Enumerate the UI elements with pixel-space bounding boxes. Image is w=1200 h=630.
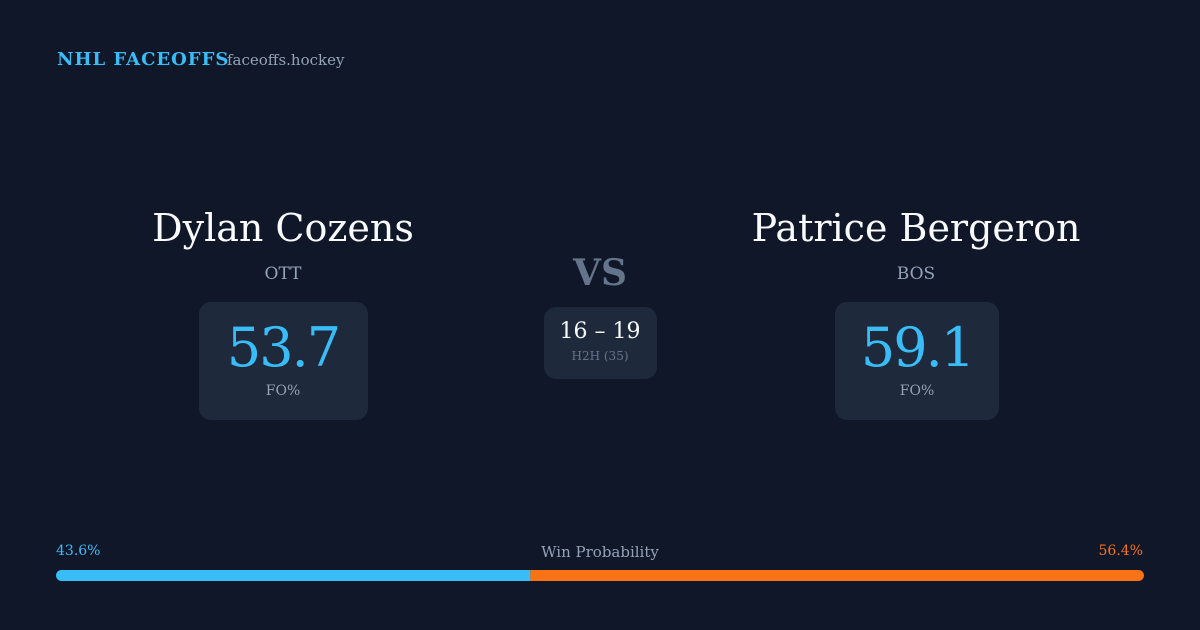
win-prob-right: 56.4% (1098, 543, 1143, 559)
win-prob-segment (530, 570, 1144, 581)
stat-label: FO% (899, 383, 935, 399)
win-prob-bar (56, 570, 1144, 581)
team: OTT (264, 264, 302, 284)
stat-value: 59.1 (860, 316, 975, 379)
stat-card: 59.1 FO% (835, 302, 999, 420)
team: BOS (896, 264, 936, 284)
h2h-score: 16 – 19 (559, 319, 641, 344)
win-prob-left: 43.6% (56, 543, 101, 559)
player-name: Patrice Bergeron (751, 206, 1081, 250)
player-name: Dylan Cozens (152, 206, 414, 250)
stat-card: 53.7 FO% (199, 302, 368, 420)
site-link[interactable]: faceoffs.hockey (227, 51, 345, 69)
h2h-card: 16 – 19 H2H (35) (544, 307, 657, 379)
win-prob-title: Win Probability (541, 543, 659, 561)
brand[interactable]: NHL FACEOFFS (57, 49, 230, 70)
stat-value: 53.7 (226, 316, 341, 379)
win-prob-segment (56, 570, 531, 581)
h2h-label: H2H (35) (571, 349, 629, 363)
stat-label: FO% (265, 383, 301, 399)
versus: VS (573, 252, 627, 294)
